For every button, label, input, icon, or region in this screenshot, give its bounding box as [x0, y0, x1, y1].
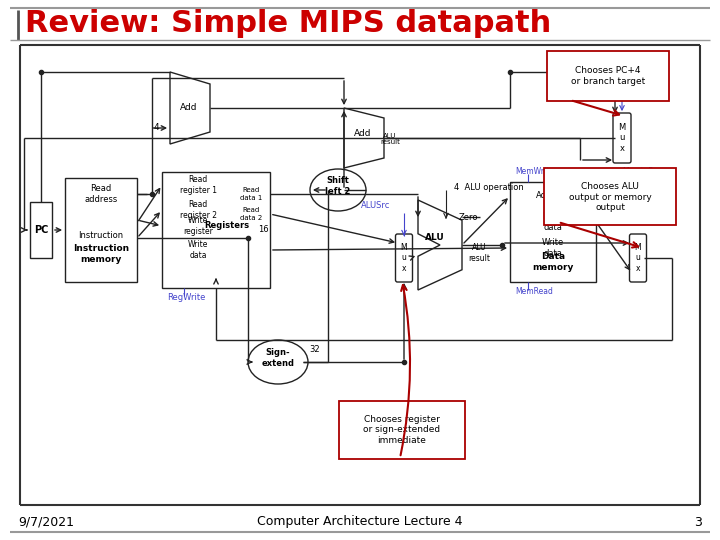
Polygon shape — [418, 200, 462, 290]
Text: Zero: Zero — [458, 213, 478, 221]
Text: RegWrite: RegWrite — [167, 294, 205, 302]
Text: MemRead: MemRead — [515, 287, 553, 296]
Text: M
u
x: M u x — [401, 243, 408, 273]
Text: M
u
x: M u x — [635, 243, 642, 273]
Text: Registers: Registers — [204, 220, 250, 230]
Text: Shift
left 2: Shift left 2 — [325, 176, 351, 195]
Text: 4  ALU operation: 4 ALU operation — [454, 183, 523, 192]
FancyBboxPatch shape — [395, 234, 413, 282]
Text: Instruction: Instruction — [78, 231, 124, 240]
FancyBboxPatch shape — [629, 234, 647, 282]
Text: Sign-
extend: Sign- extend — [261, 348, 294, 368]
Text: Review: Simple MIPS datapath: Review: Simple MIPS datapath — [25, 10, 552, 38]
FancyBboxPatch shape — [544, 168, 676, 225]
Text: 4: 4 — [153, 124, 159, 132]
Text: ALU: ALU — [425, 233, 445, 242]
Text: Chooses PC+4
or branch target: Chooses PC+4 or branch target — [571, 66, 645, 86]
Text: Read
address: Read address — [84, 184, 117, 204]
FancyBboxPatch shape — [613, 113, 631, 163]
FancyBboxPatch shape — [339, 401, 465, 459]
Text: 3: 3 — [694, 516, 702, 529]
Text: Write
register: Write register — [183, 217, 213, 235]
Text: M
u
x: M u x — [618, 123, 626, 153]
Text: PC: PC — [34, 225, 48, 235]
Ellipse shape — [310, 169, 366, 211]
Text: Read
data 2: Read data 2 — [240, 207, 262, 220]
Text: Chooses ALU
output or memory
output: Chooses ALU output or memory output — [569, 182, 652, 212]
Ellipse shape — [248, 340, 308, 384]
Text: ALU
result: ALU result — [468, 244, 490, 262]
Text: 32: 32 — [310, 346, 320, 354]
Text: Data
memory: Data memory — [532, 252, 574, 272]
Text: MemWrite: MemWrite — [515, 167, 554, 177]
Text: Computer Architecture Lecture 4: Computer Architecture Lecture 4 — [257, 516, 463, 529]
Text: Add: Add — [354, 129, 372, 138]
Text: PCSrc: PCSrc — [555, 82, 579, 91]
Text: Read
data 1: Read data 1 — [240, 187, 262, 200]
Text: Read
register 2: Read register 2 — [179, 200, 217, 220]
Text: ALUSrc: ALUSrc — [361, 201, 391, 211]
Polygon shape — [170, 72, 210, 144]
Bar — [30, 202, 52, 258]
Text: Write
data: Write data — [542, 238, 564, 258]
Bar — [510, 182, 596, 282]
Text: 9/7/2021: 9/7/2021 — [18, 516, 74, 529]
FancyBboxPatch shape — [547, 51, 669, 101]
Bar — [65, 178, 137, 282]
Text: Write
data: Write data — [188, 240, 208, 260]
Text: MemtoReg: MemtoReg — [623, 167, 663, 177]
Text: Chooses register
or sign-extended
immediate: Chooses register or sign-extended immedi… — [364, 415, 441, 445]
Text: 16: 16 — [258, 226, 269, 234]
Text: Read
data: Read data — [542, 212, 564, 232]
Text: Read
register 1: Read register 1 — [179, 176, 217, 195]
Bar — [162, 172, 270, 288]
Text: ALU
result: ALU result — [380, 132, 400, 145]
Text: Instruction
memory: Instruction memory — [73, 244, 129, 264]
Polygon shape — [344, 108, 384, 168]
Text: Address: Address — [536, 192, 570, 200]
Text: Add: Add — [180, 104, 198, 112]
